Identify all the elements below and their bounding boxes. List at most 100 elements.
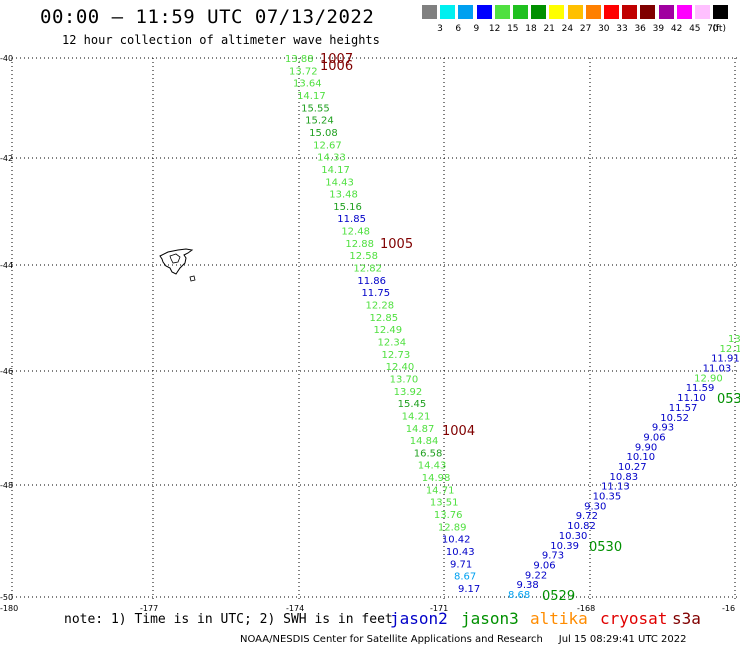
- lon-label: -180: [0, 604, 18, 613]
- swh-value: 15.45: [398, 399, 427, 410]
- swh-value: 14.98: [422, 473, 451, 484]
- satellite-cryosat-label: cryosat: [600, 609, 668, 628]
- swh-value: 12.90: [694, 373, 723, 384]
- altimeter-track-jason2: 8.689.389.229.069.7310.3910.3010.829.729…: [508, 334, 740, 601]
- lat-label: -44: [0, 261, 13, 270]
- legend-swatch: [658, 5, 674, 19]
- swh-value: 14.43: [325, 177, 354, 188]
- swh-value: 11.10: [677, 393, 706, 404]
- legend-swatch: [585, 5, 601, 19]
- swh-value: 9.90: [635, 442, 657, 453]
- swh-value: 13.72: [289, 66, 318, 77]
- legend-swatch: [422, 5, 437, 19]
- swh-value: 14.71: [426, 485, 455, 496]
- legend-label: 18: [525, 24, 537, 34]
- swh-value: 11.13: [601, 482, 630, 493]
- lon-label: -171: [430, 604, 448, 613]
- lat-label: -46: [0, 367, 13, 376]
- page-subtitle: 12 hour collection of altimeter wave hei…: [62, 33, 380, 47]
- swh-value: 9.73: [542, 551, 564, 562]
- legend-swatch: [622, 5, 638, 19]
- swh-value: 15.24: [305, 116, 334, 127]
- swh-value: 10.83: [610, 472, 639, 483]
- credit-text: NOAA/NESDIS Center for Satellite Applica…: [240, 634, 543, 645]
- swh-value: 14.21: [402, 411, 431, 422]
- swh-value: 14.43: [418, 461, 447, 472]
- legend-label: 21: [543, 24, 555, 34]
- lon-label: -16: [722, 604, 735, 613]
- swh-value: 10.52: [660, 413, 689, 424]
- swh-value: 9.17: [458, 584, 480, 595]
- chatham-islands: [159, 248, 196, 282]
- legend-label: 33: [616, 24, 628, 34]
- swh-value: 12.34: [378, 337, 407, 348]
- swh-value: 12.88: [345, 239, 374, 250]
- swh-value: 13.76: [434, 510, 463, 521]
- swh-value: 10.27: [618, 462, 647, 473]
- legend-swatch: [440, 5, 456, 19]
- swh-value: 10.35: [593, 492, 622, 503]
- lon-label: -177: [140, 604, 158, 613]
- pass-time-label: 1006: [320, 59, 353, 74]
- swh-value: 13.88: [285, 54, 314, 65]
- swh-value: 11.03: [703, 364, 732, 375]
- swh-value: 12.48: [341, 227, 370, 238]
- lat-label: -40: [0, 54, 13, 63]
- page-title: 00:00 – 11:59 UTC 07/13/2022: [40, 6, 375, 28]
- swh-value: 11.59: [686, 383, 715, 394]
- legend-label: 70: [707, 24, 719, 34]
- lat-label: -50: [0, 593, 13, 602]
- swh-value: 11.86: [357, 276, 386, 287]
- legend-swatch: [604, 5, 619, 19]
- legend-label: 15: [507, 24, 519, 34]
- swh-value: 13.92: [394, 387, 423, 398]
- swh-value: 10.43: [446, 547, 475, 558]
- lon-label: -168: [577, 604, 595, 613]
- legend-label: 30: [598, 24, 610, 34]
- swh-value: 11.91: [711, 354, 740, 365]
- legend-label: 27: [579, 24, 592, 34]
- swh-value: 8.67: [454, 572, 476, 583]
- legend-swatch: [458, 5, 474, 19]
- satellite-jason2-label: jason2: [390, 609, 448, 628]
- swh-value: 9.72: [576, 511, 598, 522]
- swh-value: 15.55: [301, 103, 330, 114]
- legend-label: 42: [670, 24, 683, 34]
- swh-value: 12.89: [438, 522, 467, 533]
- legend-swatch: [513, 5, 528, 19]
- legend-swatch: [476, 5, 492, 19]
- satellite-altika-label: altika: [530, 609, 588, 628]
- legend-swatch: [567, 5, 583, 19]
- note-text: note: 1) Time is in UTC; 2) SWH is in fe…: [64, 612, 393, 627]
- footer-credit: NOAA/NESDIS Center for Satellite Applica…: [240, 634, 686, 645]
- swh-value: 12.40: [386, 362, 415, 373]
- legend-swatch: [531, 5, 547, 19]
- swh-value: 11.85: [337, 214, 366, 225]
- swh-value: 9.38: [516, 580, 538, 591]
- swh-value: 14.33: [317, 153, 346, 164]
- swh-value: 10.42: [442, 535, 471, 546]
- swh-value: 9.06: [643, 432, 665, 443]
- swh-value: 14.17: [321, 165, 350, 176]
- satellite-s3a-label: s3a: [672, 609, 701, 628]
- swh-value: 15.08: [309, 128, 338, 139]
- legend-label: 3: [437, 24, 443, 34]
- swh-value: 10.39: [550, 541, 579, 552]
- swh-value: 12.28: [365, 301, 394, 312]
- lat-lon-grid: [11, 57, 740, 600]
- legend-swatch: [695, 5, 710, 19]
- legend-label: 36: [634, 24, 646, 34]
- legend-label: 9: [473, 24, 480, 34]
- axis-labels: -40 -42 -44 -46 -48 -50 -180 -177 -174 -171 -168 -1…: [0, 54, 735, 613]
- lat-label: -48: [0, 481, 13, 490]
- swh-value: 9.22: [525, 570, 547, 581]
- satellite-jason3-label: jason3: [461, 609, 519, 628]
- pass-time-label: 1005: [380, 237, 413, 252]
- swh-value: 12.49: [374, 325, 403, 336]
- swh-value: 13.51: [430, 498, 459, 509]
- swh-value: 12.58: [349, 251, 378, 262]
- swh-value: 9.71: [450, 559, 472, 570]
- legend-label: 12: [488, 24, 501, 34]
- swh-value: 13.48: [329, 190, 358, 201]
- swh-value: 12.1: [720, 344, 740, 355]
